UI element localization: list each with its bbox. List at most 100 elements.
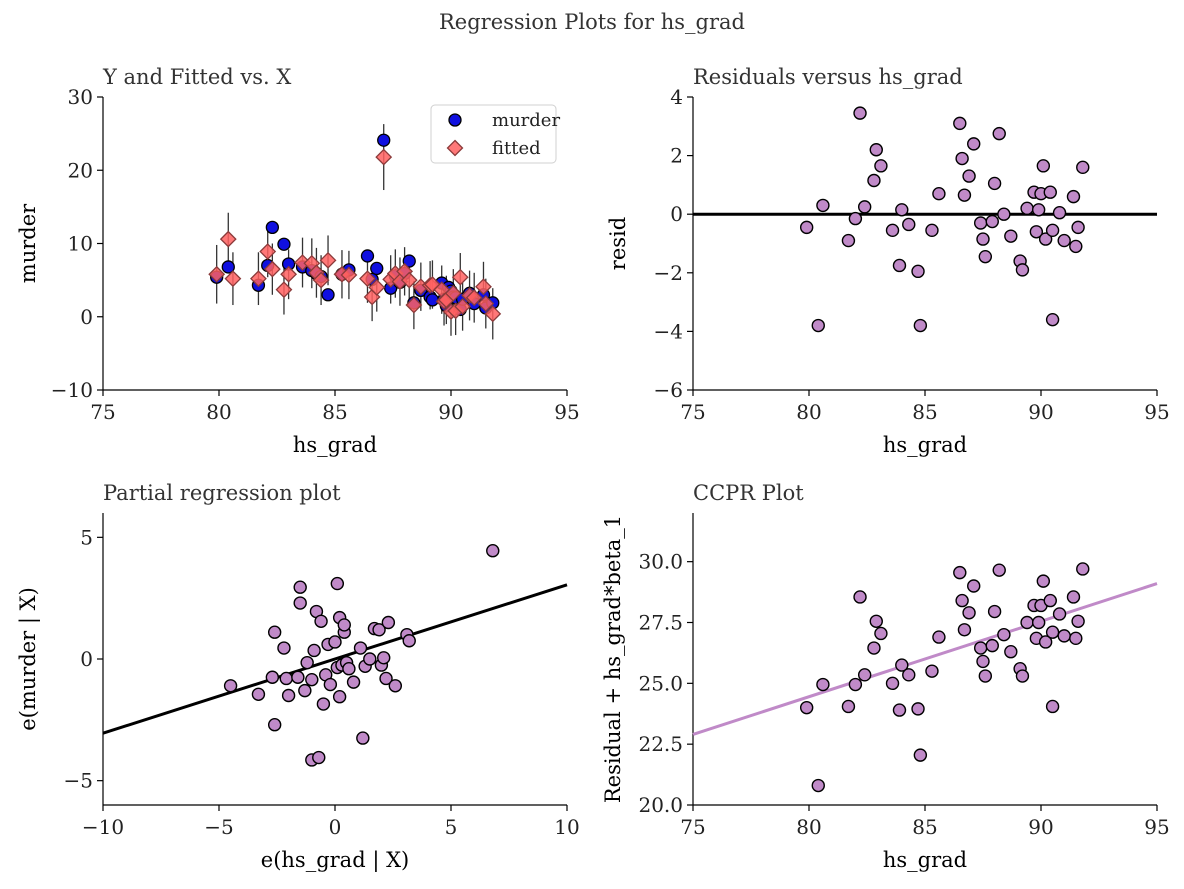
- x-axis-label: e(hs_grad | X): [261, 848, 409, 873]
- fitted-point: [208, 265, 226, 283]
- data-point: [402, 634, 416, 648]
- y-tick-label: 10: [68, 232, 93, 256]
- data-point: [1069, 631, 1083, 646]
- data-point: [911, 702, 925, 716]
- data-point: [913, 748, 928, 762]
- data-point: [388, 679, 403, 693]
- data-point: [1045, 625, 1060, 639]
- data-point: [291, 670, 305, 684]
- data-point: [1043, 185, 1057, 199]
- data-point: [330, 576, 345, 591]
- fitted-point: [400, 271, 418, 289]
- data-point: [1043, 593, 1057, 608]
- data-point: [885, 223, 900, 238]
- fitted-point: [259, 243, 277, 260]
- data-point: [997, 627, 1011, 642]
- data-point: [1015, 669, 1030, 683]
- data-point: [279, 671, 293, 686]
- x-tick-label: 5: [445, 815, 458, 839]
- y-tick-label: 0: [670, 202, 683, 226]
- fit-line: [102, 583, 568, 735]
- data-point: [1052, 607, 1067, 621]
- data-point: [978, 249, 993, 264]
- fitted-point: [263, 260, 281, 278]
- x-tick-label: 80: [796, 815, 821, 839]
- data-point: [841, 233, 856, 248]
- fitted-point: [250, 270, 267, 288]
- figure-suptitle: Regression Plots for hs_grad: [438, 10, 746, 34]
- y-tick-label: 27.5: [638, 611, 683, 635]
- data-point: [267, 718, 282, 732]
- fitted-point: [280, 265, 298, 283]
- fitted-point: [375, 148, 393, 166]
- data-point: [932, 186, 946, 201]
- data-point: [377, 651, 391, 665]
- data-point: [1066, 189, 1081, 204]
- data-point: [867, 173, 881, 188]
- fitted-point: [475, 278, 492, 296]
- fitted-point: [219, 230, 237, 248]
- data-point: [1045, 223, 1060, 238]
- data-point: [962, 606, 976, 620]
- data-point: [799, 700, 814, 715]
- y-axis-label: e(murder | X): [16, 587, 41, 731]
- x-tick-label: 75: [90, 400, 115, 424]
- x-tick-label: 10: [554, 815, 579, 839]
- data-point: [857, 200, 872, 214]
- fitted-point: [451, 268, 469, 286]
- fitted-point: [319, 251, 337, 269]
- x-tick-label: −10: [82, 815, 124, 839]
- x-tick-label: 75: [680, 400, 705, 424]
- data-point: [867, 641, 881, 655]
- data-point: [885, 676, 900, 691]
- data-point: [293, 580, 307, 594]
- fitted-point: [484, 305, 502, 323]
- data-point: [911, 264, 925, 279]
- data-point: [816, 198, 830, 213]
- y-axis-label: Residual + hs_grad*beta_1: [601, 515, 625, 803]
- data-point: [1036, 574, 1051, 588]
- legend: murder fitted: [430, 104, 560, 164]
- data-point: [353, 641, 368, 655]
- legend-label-murder: murder: [492, 110, 560, 131]
- fitted-point: [454, 298, 472, 315]
- x-tick-label: 85: [322, 400, 347, 424]
- x-tick-label: 90: [1028, 400, 1053, 424]
- x-axis-label: hs_grad: [883, 848, 967, 872]
- murder-point: [360, 249, 375, 263]
- data-point: [323, 677, 338, 692]
- data-point: [381, 615, 396, 630]
- murder-point: [277, 237, 291, 251]
- fitted-point: [359, 270, 376, 288]
- x-tick-label: 95: [554, 400, 579, 424]
- data-point: [976, 232, 990, 246]
- data-point: [967, 137, 981, 151]
- x-tick-label: 95: [1144, 400, 1169, 424]
- data-point: [372, 623, 386, 637]
- plot-title: CCPR Plot: [693, 481, 804, 505]
- data-point: [1076, 160, 1090, 175]
- y-tick-label: −5: [64, 769, 93, 793]
- plot-title: Partial regression plot: [103, 481, 341, 505]
- data-point: [902, 217, 916, 232]
- data-point: [957, 623, 972, 637]
- x-tick-label: 90: [438, 400, 463, 424]
- data-point: [895, 203, 909, 217]
- x-tick-label: 85: [912, 815, 937, 839]
- data-point: [1036, 159, 1051, 173]
- data-point: [307, 643, 321, 658]
- fitted-point: [444, 284, 462, 302]
- data-point: [848, 677, 863, 692]
- murder-point: [402, 254, 416, 268]
- y-tick-label: 22.5: [638, 732, 683, 756]
- fitted-point: [405, 296, 423, 314]
- data-point: [985, 638, 999, 653]
- fitted-point: [275, 281, 293, 299]
- data-point: [1052, 206, 1067, 220]
- data-point: [962, 169, 976, 183]
- y-tick-label: 25.0: [638, 671, 683, 695]
- data-point: [332, 690, 347, 704]
- data-point: [363, 652, 377, 666]
- data-point: [857, 668, 872, 682]
- y-tick-label: 30: [68, 85, 93, 109]
